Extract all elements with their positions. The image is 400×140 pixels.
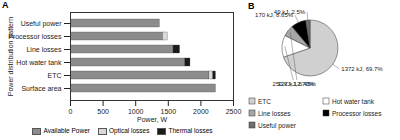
svg-text:1372 kJ, 69.7%: 1372 kJ, 69.7% <box>341 66 383 72</box>
html-text:Thermal losses: Thermal losses <box>168 127 213 135</box>
svg-text:ETC: ETC <box>258 98 271 105</box>
svg-text:Useful power: Useful power <box>258 122 297 130</box>
svg-text:170 kJ, 8.65%: 170 kJ, 8.65% <box>255 12 294 19</box>
svg-text:500: 500 <box>97 108 109 115</box>
svg-text:Line losses: Line losses <box>26 46 62 53</box>
svg-text:2000: 2000 <box>193 108 209 115</box>
svg-text:Useful power: Useful power <box>21 20 63 28</box>
svg-text:Surface area: Surface area <box>21 85 61 92</box>
svg-text:49 kJ, 2.5%: 49 kJ, 2.5% <box>274 9 306 15</box>
svg-text:B: B <box>248 1 255 11</box>
svg-text:Processor losses: Processor losses <box>332 110 382 117</box>
svg-text:Line losses: Line losses <box>258 110 291 117</box>
html-text:Optical losses: Optical losses <box>109 127 150 135</box>
svg-text:1500: 1500 <box>161 108 177 115</box>
html-text:A: A <box>2 0 9 10</box>
svg-text:Power, W: Power, W <box>137 116 167 123</box>
svg-text:Power distribution pattern: Power distribution pattern <box>7 17 15 96</box>
svg-text:127 kJ, 6.45%: 127 kJ, 6.45% <box>278 81 317 87</box>
svg-text:Hot water tank: Hot water tank <box>16 59 62 66</box>
svg-text:1000: 1000 <box>128 108 144 115</box>
html-text:Available Power: Available Power <box>43 127 90 135</box>
svg-text:2500: 2500 <box>226 108 242 115</box>
svg-text:ETC: ETC <box>48 72 62 79</box>
svg-text:Hot water tank: Hot water tank <box>332 98 375 105</box>
svg-text:0: 0 <box>69 108 73 115</box>
svg-text:Processor losses: Processor losses <box>8 33 62 40</box>
